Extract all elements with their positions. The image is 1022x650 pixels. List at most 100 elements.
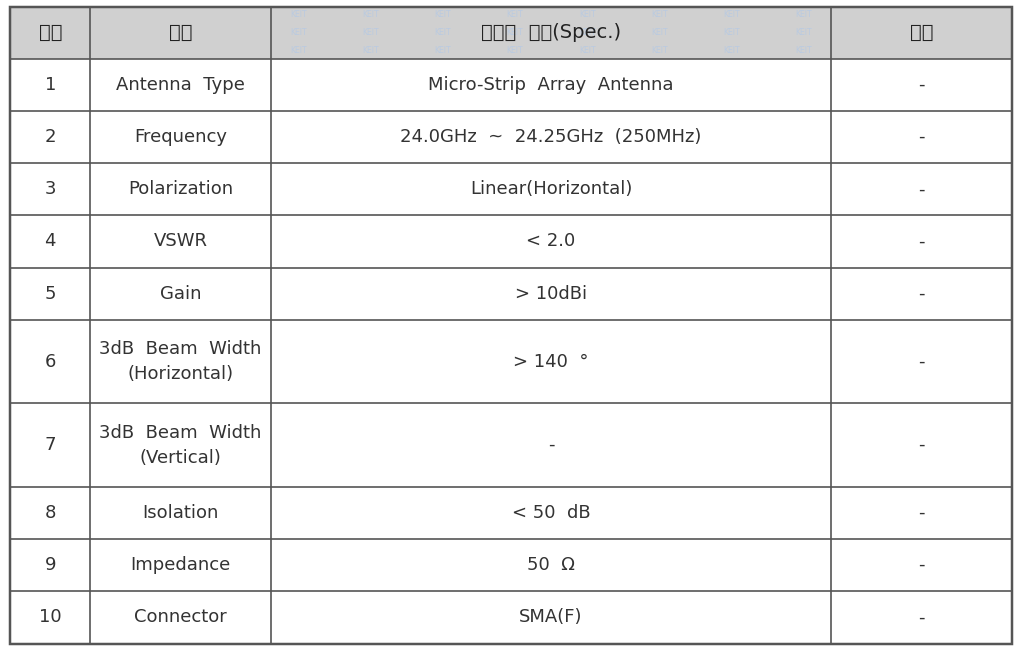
Text: 3: 3 bbox=[45, 180, 56, 198]
Text: Connector: Connector bbox=[134, 608, 227, 627]
Bar bbox=[271, 592, 832, 644]
Text: KEIT: KEIT bbox=[795, 10, 811, 19]
Bar bbox=[10, 487, 90, 539]
Text: KEIT: KEIT bbox=[795, 28, 811, 37]
Text: Isolation: Isolation bbox=[142, 504, 219, 522]
Text: KEIT: KEIT bbox=[578, 28, 596, 37]
Text: > 10dBi: > 10dBi bbox=[515, 285, 587, 303]
Text: KEIT: KEIT bbox=[651, 28, 667, 37]
Text: 7: 7 bbox=[45, 436, 56, 454]
Bar bbox=[90, 111, 271, 163]
Text: 8: 8 bbox=[45, 504, 56, 522]
Bar bbox=[10, 403, 90, 487]
Text: 3dB  Beam  Width
(Vertical): 3dB Beam Width (Vertical) bbox=[99, 424, 262, 467]
Text: < 2.0: < 2.0 bbox=[526, 233, 575, 250]
Bar bbox=[10, 6, 90, 58]
Bar bbox=[10, 58, 90, 111]
Text: KEIT: KEIT bbox=[290, 28, 307, 37]
Text: 6: 6 bbox=[45, 352, 56, 370]
Text: 비고: 비고 bbox=[910, 23, 933, 42]
Bar bbox=[271, 58, 832, 111]
Text: Impedance: Impedance bbox=[131, 556, 231, 574]
Bar bbox=[832, 592, 1012, 644]
Text: Gain: Gain bbox=[159, 285, 201, 303]
Text: -: - bbox=[919, 128, 925, 146]
Text: KEIT: KEIT bbox=[651, 46, 667, 55]
Text: KEIT: KEIT bbox=[507, 46, 523, 55]
Text: -: - bbox=[919, 556, 925, 574]
Text: 9: 9 bbox=[45, 556, 56, 574]
Bar bbox=[90, 163, 271, 215]
Bar bbox=[832, 215, 1012, 268]
Text: VSWR: VSWR bbox=[153, 233, 207, 250]
Bar bbox=[832, 487, 1012, 539]
Bar bbox=[10, 320, 90, 403]
Bar bbox=[90, 6, 271, 58]
Text: 번호: 번호 bbox=[39, 23, 62, 42]
Text: 1: 1 bbox=[45, 76, 56, 94]
Bar bbox=[832, 539, 1012, 592]
Bar bbox=[832, 268, 1012, 320]
Text: 50  Ω: 50 Ω bbox=[527, 556, 575, 574]
Bar bbox=[832, 58, 1012, 111]
Bar bbox=[10, 163, 90, 215]
Bar bbox=[10, 215, 90, 268]
Text: -: - bbox=[919, 76, 925, 94]
Text: < 50  dB: < 50 dB bbox=[512, 504, 591, 522]
Text: SMA(F): SMA(F) bbox=[519, 608, 583, 627]
Bar bbox=[271, 111, 832, 163]
Bar bbox=[90, 487, 271, 539]
Text: -: - bbox=[919, 233, 925, 250]
Bar bbox=[832, 111, 1012, 163]
Text: KEIT: KEIT bbox=[578, 46, 596, 55]
Text: KEIT: KEIT bbox=[434, 28, 451, 37]
Text: KEIT: KEIT bbox=[578, 10, 596, 19]
Bar bbox=[90, 58, 271, 111]
Text: Antenna  Type: Antenna Type bbox=[117, 76, 245, 94]
Text: -: - bbox=[919, 436, 925, 454]
Bar bbox=[10, 268, 90, 320]
Bar bbox=[90, 539, 271, 592]
Text: KEIT: KEIT bbox=[723, 10, 740, 19]
Bar bbox=[90, 592, 271, 644]
Text: KEIT: KEIT bbox=[434, 10, 451, 19]
Text: KEIT: KEIT bbox=[363, 10, 379, 19]
Text: KEIT: KEIT bbox=[434, 46, 451, 55]
Bar bbox=[271, 6, 832, 58]
Bar bbox=[90, 268, 271, 320]
Bar bbox=[271, 268, 832, 320]
Text: > 140  °: > 140 ° bbox=[513, 352, 589, 370]
Text: KEIT: KEIT bbox=[723, 46, 740, 55]
Text: -: - bbox=[919, 285, 925, 303]
Text: Polarization: Polarization bbox=[128, 180, 233, 198]
Text: 5: 5 bbox=[45, 285, 56, 303]
Bar bbox=[271, 163, 832, 215]
Text: 4: 4 bbox=[45, 233, 56, 250]
Text: -: - bbox=[919, 352, 925, 370]
Text: KEIT: KEIT bbox=[507, 28, 523, 37]
Text: 10: 10 bbox=[39, 608, 61, 627]
Text: 항목: 항목 bbox=[169, 23, 192, 42]
Text: KEIT: KEIT bbox=[723, 28, 740, 37]
Bar bbox=[90, 215, 271, 268]
Text: KEIT: KEIT bbox=[507, 10, 523, 19]
Text: 2: 2 bbox=[45, 128, 56, 146]
Text: -: - bbox=[548, 436, 554, 454]
Text: -: - bbox=[919, 504, 925, 522]
Text: 24.0GHz  ~  24.25GHz  (250MHz): 24.0GHz ~ 24.25GHz (250MHz) bbox=[401, 128, 702, 146]
Bar bbox=[10, 111, 90, 163]
Text: Frequency: Frequency bbox=[134, 128, 227, 146]
Bar bbox=[832, 6, 1012, 58]
Text: -: - bbox=[919, 180, 925, 198]
Text: 3dB  Beam  Width
(Horizontal): 3dB Beam Width (Horizontal) bbox=[99, 340, 262, 383]
Text: -: - bbox=[919, 608, 925, 627]
Bar bbox=[271, 487, 832, 539]
Text: KEIT: KEIT bbox=[290, 10, 307, 19]
Text: KEIT: KEIT bbox=[795, 46, 811, 55]
Text: KEIT: KEIT bbox=[651, 10, 667, 19]
Bar bbox=[10, 592, 90, 644]
Text: KEIT: KEIT bbox=[363, 46, 379, 55]
Text: KEIT: KEIT bbox=[363, 28, 379, 37]
Text: Micro-Strip  Array  Antenna: Micro-Strip Array Antenna bbox=[428, 76, 673, 94]
Bar bbox=[271, 215, 832, 268]
